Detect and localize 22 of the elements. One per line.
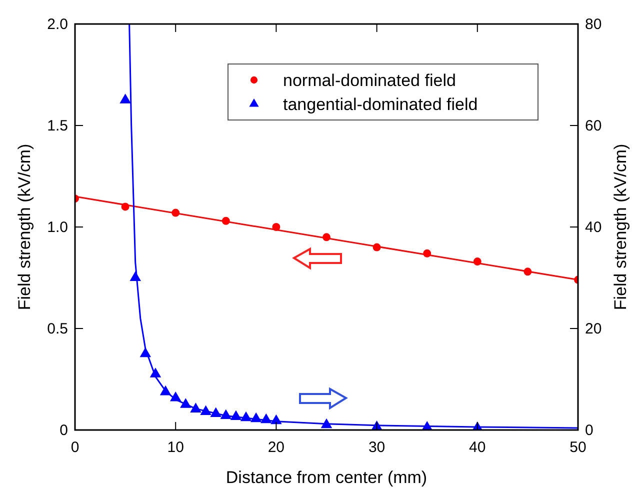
y-tick-label: 0.5 bbox=[47, 320, 68, 338]
x-axis-title: Distance from center (mm) bbox=[226, 468, 428, 487]
x-tick-label: 0 bbox=[70, 439, 80, 456]
point bbox=[120, 94, 131, 104]
y2-tick-label: 80 bbox=[585, 16, 602, 33]
y-tick-label: 1.5 bbox=[47, 118, 68, 134]
x-tick-label: 20 bbox=[268, 439, 285, 456]
legend-label: tangential-dominated field bbox=[283, 95, 478, 114]
x-tick-label: 10 bbox=[167, 439, 184, 456]
x-tick-label: 40 bbox=[469, 439, 486, 456]
y2-tick-label: 60 bbox=[585, 118, 602, 134]
y-tick-label: 1.0 bbox=[47, 219, 68, 236]
y2-tick-label: 0 bbox=[585, 422, 594, 439]
y2-axis-title: Field strength (kV/cm) bbox=[611, 144, 630, 310]
y-axis-title: Field strength (kV/cm) bbox=[15, 144, 34, 310]
legend-label: normal-dominated field bbox=[283, 71, 456, 90]
y2-tick-label: 40 bbox=[585, 219, 602, 236]
y2-tick-label: 20 bbox=[585, 320, 602, 338]
y-tick-label: 0 bbox=[60, 422, 68, 439]
y-tick-label: 2.0 bbox=[47, 16, 68, 33]
x-tick-label: 50 bbox=[570, 439, 586, 456]
x-tick-label: 30 bbox=[368, 439, 386, 456]
